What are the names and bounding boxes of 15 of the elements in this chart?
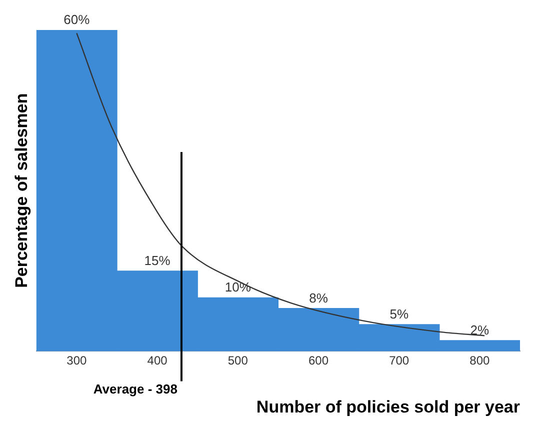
x-tick-label: 800 [470, 354, 490, 368]
ref-line-label: Average - 398 [93, 381, 178, 396]
x-tick-label: 300 [66, 354, 88, 368]
data-label: 2% [470, 322, 490, 338]
data-label: 8% [309, 290, 328, 306]
y-axis-title: Percentage of salesmen [12, 93, 31, 288]
x-axis-title: Number of policies sold per year [256, 397, 520, 416]
data-label: 15% [144, 252, 171, 268]
x-tick-label: 500 [228, 354, 248, 368]
data-label: 60% [64, 12, 90, 28]
x-tick-label: 400 [147, 354, 168, 368]
x-tick-label: 600 [308, 354, 329, 368]
data-label: 5% [390, 306, 409, 322]
data-label: 10% [224, 280, 252, 295]
x-tick-label: 700 [389, 354, 410, 368]
